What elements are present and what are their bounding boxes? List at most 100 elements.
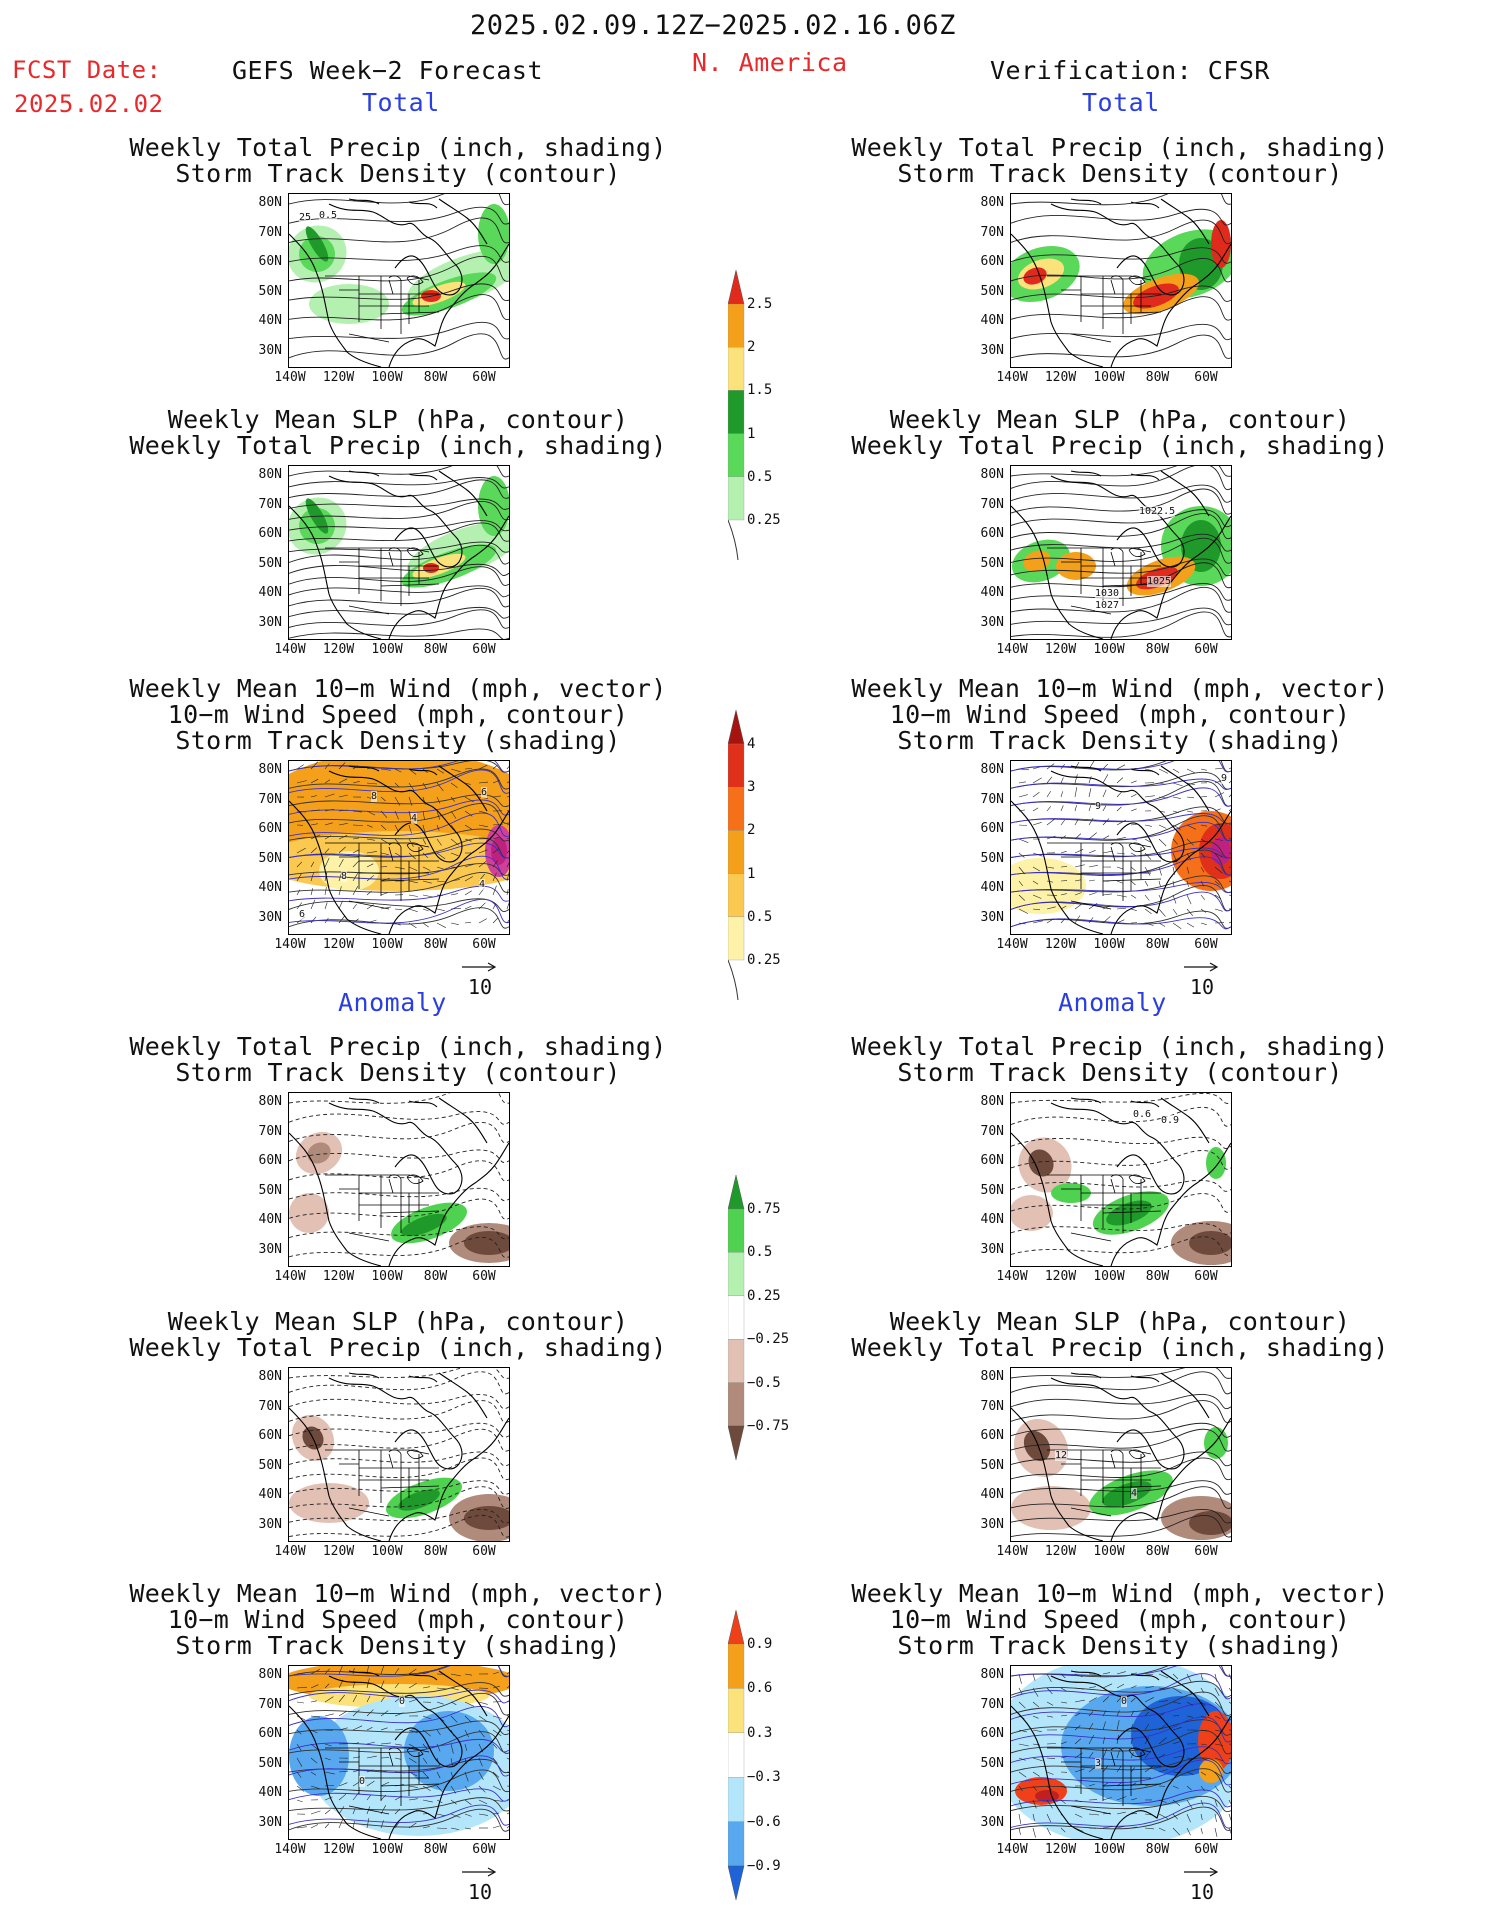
fc-precip-anom-lon-label: 60W: [472, 1269, 496, 1284]
ob-slp-total-lat-label: 30N: [980, 614, 1004, 630]
ob-wind-total-lon-label: 100W: [1093, 937, 1125, 952]
storm_total-colorbar-label: 1: [747, 865, 756, 882]
fcst-date-label: FCST Date:: [12, 56, 162, 84]
fc-wind-total-lon-label: 140W: [274, 937, 306, 952]
fc-slp-total-lon-label: 120W: [322, 642, 355, 657]
fc-slp-total-lat-label: 50N: [258, 555, 282, 571]
ob-precip-total-map: [1010, 193, 1232, 368]
ob-precip-total-lon-label: 80W: [1145, 370, 1170, 385]
storm_total-colorbar: 4 3 2 1 0.5 0.25: [727, 709, 781, 1004]
fc-wind-anom-lon-label: 60W: [472, 1842, 496, 1857]
ob-slp-total-title-line: Weekly Mean SLP (hPa, contour): [889, 405, 1351, 434]
precip_anom-colorbar-label: 0.5: [747, 1244, 773, 1261]
fc-precip-total-contour-label: 0.5: [319, 210, 338, 221]
ob-wind-anom-lon-label: 100W: [1093, 1842, 1125, 1857]
storm_total-colorbar-graphic: [727, 709, 745, 1001]
ob-precip-anom-title-line: Storm Track Density (contour): [897, 1058, 1343, 1087]
fc-wind-total-lat-label: 30N: [258, 909, 282, 925]
ob-precip-total-lon-label: 60W: [1194, 370, 1218, 385]
ob-wind-anom-vector-reference: 10: [1182, 1858, 1222, 1904]
storm_anom-colorbar-label: −0.9: [747, 1858, 781, 1874]
fc-wind-total-lat-label: 80N: [258, 762, 282, 777]
fc-slp-total-lon-label: 80W: [423, 642, 448, 657]
fc-precip-total-lon-label: 140W: [274, 370, 306, 385]
ob-wind-anom-title-line: 10−m Wind Speed (mph, contour): [889, 1605, 1351, 1634]
arrow-right-icon: [1184, 962, 1219, 972]
fc-wind-total-vector-reference: 10: [460, 953, 500, 999]
precip_total-colorbar-label: 1: [747, 425, 756, 442]
ob-wind-anom-lat-label: 40N: [980, 1785, 1004, 1800]
section-anomaly-forecast: Anomaly: [338, 988, 447, 1017]
fcst-date-value: 2025.02.02: [14, 90, 164, 118]
storm_total-colorbar-label: 2: [747, 822, 756, 839]
ob-wind-total-contour-label: 9: [1221, 773, 1228, 784]
ob-wind-total-lat-label: 60N: [980, 821, 1004, 836]
ob-wind-anom-title-line: Weekly Mean 10−m Wind (mph, vector): [851, 1579, 1389, 1608]
fc-precip-total-lon-label: 100W: [371, 370, 403, 385]
fc-precip-total-map: 25 0.5: [288, 193, 510, 368]
precip_anom-colorbar: 0.75 0.5 0.25 −0.25 −0.5 −0.75: [727, 1174, 789, 1464]
fc-precip-total-lon-label: 80W: [423, 370, 448, 385]
storm_anom-colorbar-label: 0.6: [747, 1680, 773, 1697]
ob-wind-anom-lat-label: 60N: [980, 1726, 1004, 1741]
fc-wind-total-contour-label: 8: [341, 871, 348, 882]
ob-wind-total-contour-label: 9: [1095, 801, 1102, 812]
fc-precip-total-lat-label: 50N: [258, 283, 282, 299]
section-anomaly-verification: Anomaly: [1058, 988, 1167, 1017]
ob-wind-total-lat-label: 40N: [980, 880, 1004, 895]
fc-slp-total-lat-label: 80N: [258, 467, 282, 482]
fc-wind-total-lat-label: 50N: [258, 850, 282, 866]
precip_anom-colorbar-label: 0.25: [747, 1287, 781, 1304]
fc-slp-total-lon-label: 100W: [371, 642, 403, 657]
ob-wind-anom-title-line: Storm Track Density (shading): [897, 1631, 1343, 1660]
ob-wind-anom-lat-label: 70N: [980, 1696, 1004, 1712]
precip_anom-colorbar-label: −0.5: [747, 1374, 781, 1391]
fc-wind-total-vector-reference-value: 10: [467, 975, 493, 999]
fc-slp-anom-lat-label: 60N: [258, 1428, 282, 1443]
ob-wind-anom-lon-label: 140W: [996, 1842, 1028, 1857]
fc-wind-anom-title-line: Storm Track Density (shading): [175, 1631, 621, 1660]
precip_total-colorbar-label: 2.5: [747, 296, 773, 312]
fc-slp-anom-lon-label: 120W: [322, 1544, 355, 1559]
ob-slp-total-contour-label: 1030: [1095, 588, 1120, 599]
fc-precip-total-lon-label: 60W: [472, 370, 496, 385]
ob-precip-total-lat-label: 50N: [980, 283, 1004, 299]
fc-precip-anom-title-line: Weekly Total Precip (inch, shading): [129, 1032, 667, 1061]
fc-wind-total-contour-label: 6: [299, 909, 306, 920]
fc-wind-total-lon-label: 60W: [472, 937, 496, 952]
fc-slp-anom-lon-label: 100W: [371, 1544, 403, 1559]
fc-slp-anom-lon-label: 60W: [472, 1544, 496, 1559]
region-title: N. America: [692, 48, 848, 77]
precip_total-colorbar-label: 1.5: [747, 382, 773, 399]
fc-precip-anom-lon-label: 80W: [423, 1269, 448, 1284]
ob-wind-anom-lon-label: 120W: [1044, 1842, 1077, 1857]
storm_total-colorbar-label: 0.25: [747, 952, 781, 968]
ob-precip-total-title-line: Weekly Total Precip (inch, shading): [851, 133, 1389, 162]
fc-precip-total-title-line: Weekly Total Precip (inch, shading): [129, 133, 667, 162]
fc-precip-total-title-line: Storm Track Density (contour): [175, 159, 621, 188]
fc-wind-anom-lon-label: 100W: [371, 1842, 403, 1857]
fc-wind-anom-title-line: 10−m Wind Speed (mph, contour): [167, 1605, 629, 1634]
ob-slp-anom-lat-label: 50N: [980, 1457, 1004, 1473]
fc-precip-anom-lat-label: 80N: [258, 1094, 282, 1109]
ob-wind-total-title-line: Weekly Mean 10−m Wind (mph, vector): [851, 674, 1389, 703]
ob-slp-total-contour-label: 1022.5: [1139, 506, 1176, 517]
ob-wind-total-lat-label: 70N: [980, 791, 1004, 807]
period-title: 2025.02.09.12Z−2025.02.16.06Z: [470, 10, 956, 41]
ob-slp-anom-lon-label: 80W: [1145, 1544, 1170, 1559]
fc-wind-total-lat-label: 60N: [258, 821, 282, 836]
ob-slp-total-lat-label: 60N: [980, 526, 1004, 541]
fc-slp-anom-title-line: Weekly Total Precip (inch, shading): [129, 1333, 667, 1362]
fc-precip-total-lon-label: 120W: [322, 370, 355, 385]
fc-precip-total-lat-label: 80N: [258, 195, 282, 210]
ob-slp-anom-lat-label: 40N: [980, 1487, 1004, 1502]
precip_total-colorbar: 2.5 2 1.5 1 0.5 0.25: [727, 269, 781, 564]
fc-wind-anom-vector-reference-value: 10: [467, 1880, 493, 1904]
ob-precip-anom-lat-label: 60N: [980, 1153, 1004, 1168]
fc-slp-total-lat-label: 60N: [258, 526, 282, 541]
ob-slp-total-lat-label: 80N: [980, 467, 1004, 482]
fc-wind-total-contour-label: 8: [371, 791, 378, 802]
fc-slp-anom-lon-label: 80W: [423, 1544, 448, 1559]
section-total-forecast: Total: [362, 88, 440, 117]
